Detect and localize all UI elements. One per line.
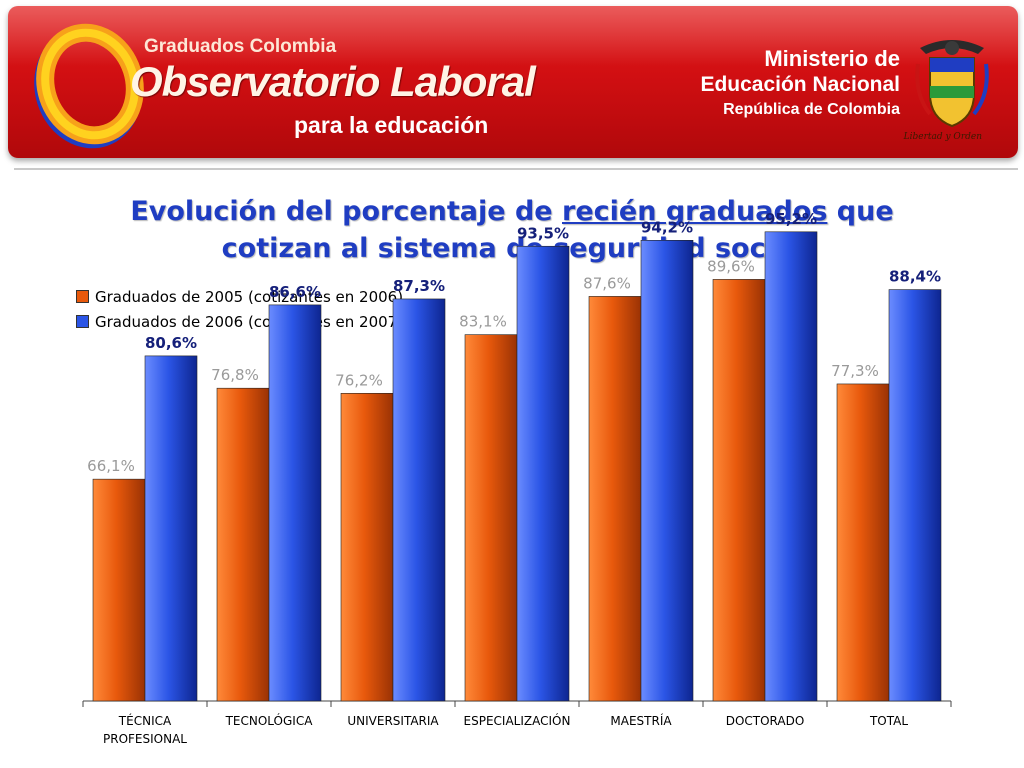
bar-graduados-2005-3 bbox=[464, 334, 518, 702]
bar-graduados-2005-2 bbox=[340, 392, 394, 702]
ministry-line1: Ministerio de bbox=[764, 46, 900, 71]
brand-small-text: Graduados Colombia bbox=[144, 36, 337, 57]
chart-title: Evolución del porcentaje de recién gradu… bbox=[0, 193, 1024, 267]
data-label: 95,2% bbox=[765, 210, 817, 228]
data-label: 83,1% bbox=[459, 313, 507, 331]
header-banner: Graduados Colombia Observatorio Laboral … bbox=[8, 6, 1018, 158]
legend-swatch-2006 bbox=[76, 315, 89, 328]
chart-layer: 66,1% 80,6% TÉCNICA PROFESIONAL 76,8% 86,6% TE… bbox=[82, 210, 952, 746]
ministry-line2: Educación Nacional bbox=[700, 73, 900, 96]
coat-of-arms-icon bbox=[915, 40, 989, 128]
bar-graduados-2005-4 bbox=[588, 296, 642, 702]
bar-graduados-2006-3 bbox=[516, 245, 570, 702]
x-tick-label: TÉCNICA bbox=[118, 713, 172, 728]
data-label: 89,6% bbox=[707, 257, 755, 275]
data-label: 76,2% bbox=[335, 371, 383, 389]
bar-graduados-2006-4 bbox=[640, 240, 694, 702]
legend-item-2006: Graduados de 2006 (cotizantes en 2007) bbox=[76, 309, 403, 334]
bar-graduados-2005-0 bbox=[92, 478, 146, 702]
brand-subtitle: para la educación bbox=[294, 112, 489, 138]
legend-label-2006: Graduados de 2006 (cotizantes en 2007) bbox=[95, 312, 404, 331]
bar-graduados-2006-0 bbox=[144, 355, 198, 702]
title-part1: Evolución del porcentaje de bbox=[130, 196, 562, 227]
ministry-block: Ministerio de Educación Nacional Repúbli… bbox=[700, 46, 900, 122]
data-label: 87,6% bbox=[583, 274, 631, 292]
title-line2: cotizan al sistema de seguridad social bbox=[221, 233, 803, 264]
x-tick-label: PROFESIONAL bbox=[103, 732, 187, 746]
legend-item-2005: Graduados de 2005 (cotizantes en 2006) bbox=[76, 284, 403, 309]
divider bbox=[14, 168, 1018, 170]
data-label: 80,6% bbox=[145, 334, 197, 352]
data-label: 66,1% bbox=[87, 457, 135, 475]
data-label: 86,6% bbox=[269, 283, 321, 301]
bar-graduados-2006-1 bbox=[268, 304, 322, 702]
title-underlined: recién graduados bbox=[562, 196, 828, 227]
legend-swatch-2005 bbox=[76, 290, 89, 303]
data-label: 76,8% bbox=[211, 366, 259, 384]
data-label: 88,4% bbox=[889, 268, 941, 286]
bar-graduados-2005-6 bbox=[836, 383, 890, 702]
legend-label-2005: Graduados de 2005 (cotizantes en 2006) bbox=[95, 287, 404, 306]
x-tick-label: ESPECIALIZACIÓN bbox=[464, 713, 571, 728]
title-part2: que bbox=[827, 196, 894, 227]
banner-gloss bbox=[8, 6, 1018, 66]
x-tick-label: MAESTRÍA bbox=[610, 713, 672, 728]
x-tick-label: DOCTORADO bbox=[726, 714, 805, 728]
ministry-line3: República de Colombia bbox=[723, 101, 900, 118]
x-tick-label: UNIVERSITARIA bbox=[347, 714, 439, 728]
x-tick-label: TOTAL bbox=[869, 714, 908, 728]
bar-graduados-2005-5 bbox=[712, 279, 766, 702]
bar-graduados-2005-1 bbox=[216, 387, 270, 702]
x-tick-label: TECNOLÓGICA bbox=[225, 713, 314, 728]
bar-graduados-2006-2 bbox=[392, 298, 446, 702]
bar-graduados-2006-6 bbox=[888, 289, 942, 702]
observatorio-logo-icon bbox=[34, 23, 144, 149]
bar-graduados-2006-5 bbox=[764, 231, 818, 702]
data-label: 94,2% bbox=[641, 218, 693, 236]
chart-legend: Graduados de 2005 (cotizantes en 2006) G… bbox=[76, 284, 403, 334]
motto-text: Libertad y Orden bbox=[903, 132, 982, 142]
data-label: 87,3% bbox=[393, 277, 445, 295]
data-label: 77,3% bbox=[831, 362, 879, 380]
data-label: 93,5% bbox=[517, 224, 569, 242]
brand-name: Observatorio Laboral bbox=[130, 58, 536, 105]
